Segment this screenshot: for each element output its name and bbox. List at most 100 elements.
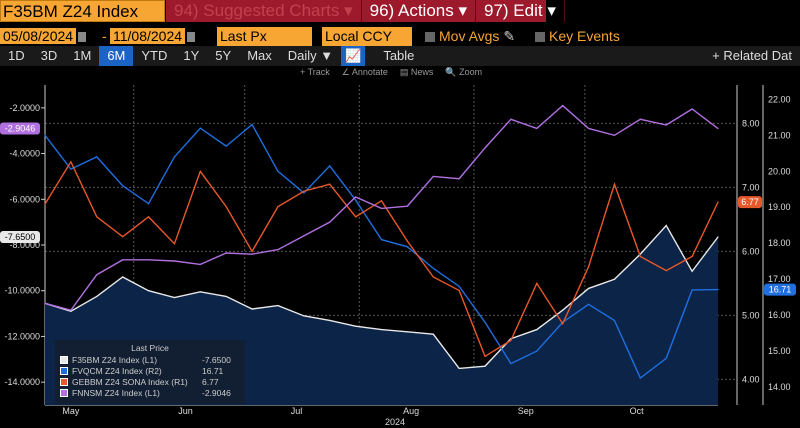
currency-select[interactable]: Local CCY xyxy=(322,27,412,46)
period-5y[interactable]: 5Y xyxy=(215,48,232,63)
data-point xyxy=(432,175,434,178)
r2-tick-label: 15.00 xyxy=(768,346,791,356)
data-point xyxy=(96,156,98,158)
period-1d[interactable]: 1D xyxy=(8,48,25,63)
mov-avgs-toggle[interactable]: Mov Avgs ✎ xyxy=(425,27,515,46)
x-tick-label: Aug xyxy=(403,406,419,416)
legend-item[interactable]: F35BM Z24 Index (L1) -7.6500 xyxy=(55,354,245,365)
frequency-select[interactable]: Daily ▼ xyxy=(287,48,334,63)
data-point xyxy=(536,282,538,284)
data-point xyxy=(691,255,693,258)
data-point xyxy=(44,134,46,136)
calendar-icon[interactable] xyxy=(187,32,196,43)
data-point xyxy=(303,315,305,317)
data-point xyxy=(329,165,331,167)
data-point xyxy=(717,127,719,130)
data-point xyxy=(587,303,590,305)
data-point xyxy=(44,203,46,205)
data-point xyxy=(199,127,201,129)
end-date-input[interactable]: 11/08/2024 xyxy=(110,28,186,44)
data-point xyxy=(277,206,279,208)
period-ytd[interactable]: YTD xyxy=(141,48,168,63)
legend-item[interactable]: FVQCM Z24 Index (R2) 16.71 xyxy=(55,365,245,376)
last-value-tag: -7.6500 xyxy=(0,231,40,243)
left-tick-label: -2.0000 xyxy=(9,103,40,113)
start-date-input[interactable]: 05/08/2024 xyxy=(0,28,77,44)
legend-swatch xyxy=(60,355,68,364)
line-chart-icon[interactable]: 📈 xyxy=(341,46,366,66)
data-point xyxy=(70,309,72,311)
checkbox-icon[interactable] xyxy=(425,32,435,43)
data-point xyxy=(665,357,667,359)
news-tool[interactable]: ▤ News xyxy=(399,67,434,77)
x-tick-label: Jul xyxy=(291,406,303,416)
period-1m[interactable]: 1M xyxy=(73,48,92,63)
data-point xyxy=(639,118,641,120)
annotate-tool[interactable]: ∠ Annotate xyxy=(341,67,388,77)
data-point xyxy=(303,235,305,237)
data-point xyxy=(665,124,667,126)
data-point xyxy=(251,123,253,126)
r1-tick-label: 7.00 xyxy=(742,182,760,192)
data-point xyxy=(510,363,512,365)
r1-tick-label: 8.00 xyxy=(742,118,760,128)
zoom-tool[interactable]: 🔍 Zoom xyxy=(445,67,483,77)
calendar-icon[interactable] xyxy=(78,32,87,43)
track-tool[interactable]: + Track xyxy=(300,67,330,77)
chart-legend: Last Price F35BM Z24 Index (L1) -7.6500 FV… xyxy=(55,340,245,404)
left-tick-label: -10.0000 xyxy=(4,286,40,296)
last-value-label: -2.9046 xyxy=(5,124,36,134)
edit-menu[interactable]: 97) Edit ▾ xyxy=(476,0,565,22)
related-data-button[interactable]: + Related Dat xyxy=(712,48,792,63)
r2-tick-label: 21.00 xyxy=(768,130,791,140)
data-point xyxy=(70,168,72,170)
period-1y[interactable]: 1Y xyxy=(183,48,200,63)
left-tick-label: -12.0000 xyxy=(4,331,40,341)
data-point xyxy=(432,333,434,335)
table-button[interactable]: Table xyxy=(383,48,415,63)
data-point xyxy=(251,250,253,252)
legend-last-value: 16.71 xyxy=(202,365,224,376)
legend-series-name: FVQCM Z24 Index (R2) xyxy=(72,365,162,376)
legend-swatch xyxy=(60,366,68,375)
x-tick-label: May xyxy=(62,406,80,416)
data-point xyxy=(303,190,305,192)
legend-series-name: GEBBM Z24 SONA Index (R1) xyxy=(72,376,188,387)
data-point xyxy=(406,240,408,242)
data-point xyxy=(536,350,538,352)
data-point xyxy=(251,308,253,310)
data-point xyxy=(225,295,227,298)
data-point xyxy=(199,291,201,293)
data-point xyxy=(96,295,98,298)
data-point xyxy=(277,248,279,251)
legend-swatch xyxy=(60,377,68,386)
actions-menu[interactable]: 96) Actions ▾ xyxy=(362,0,477,22)
data-point xyxy=(432,276,434,278)
data-point xyxy=(484,147,486,149)
data-point xyxy=(329,183,331,185)
field-select[interactable]: Last Px xyxy=(217,27,312,46)
data-point xyxy=(562,309,564,311)
period-6m[interactable]: 6M xyxy=(99,46,134,66)
r1-tick-label: 6.00 xyxy=(742,246,760,256)
period-3d[interactable]: 3D xyxy=(40,48,58,63)
key-events-toggle[interactable]: Key Events xyxy=(535,27,620,46)
data-point xyxy=(173,296,176,299)
period-max[interactable]: Max xyxy=(247,48,272,63)
legend-last-value: -2.9046 xyxy=(202,387,231,398)
checkbox-icon[interactable] xyxy=(535,32,545,43)
data-point xyxy=(691,108,693,110)
pencil-icon[interactable]: ✎ xyxy=(503,28,516,44)
legend-item[interactable]: FNNSM Z24 Index (L1) -2.9046 xyxy=(55,387,245,398)
data-point xyxy=(355,199,357,201)
data-point xyxy=(510,118,512,120)
data-point xyxy=(432,267,434,269)
data-point xyxy=(717,236,719,238)
data-point xyxy=(484,355,486,357)
ticker-input[interactable]: F35BM Z24 Index xyxy=(0,0,165,22)
data-point xyxy=(406,205,408,207)
suggested-charts-menu[interactable]: 94) Suggested Charts ▾ xyxy=(166,0,362,22)
legend-item[interactable]: GEBBM Z24 SONA Index (R1) 6.77 xyxy=(55,376,245,387)
data-point xyxy=(147,216,150,218)
data-point xyxy=(665,270,667,272)
